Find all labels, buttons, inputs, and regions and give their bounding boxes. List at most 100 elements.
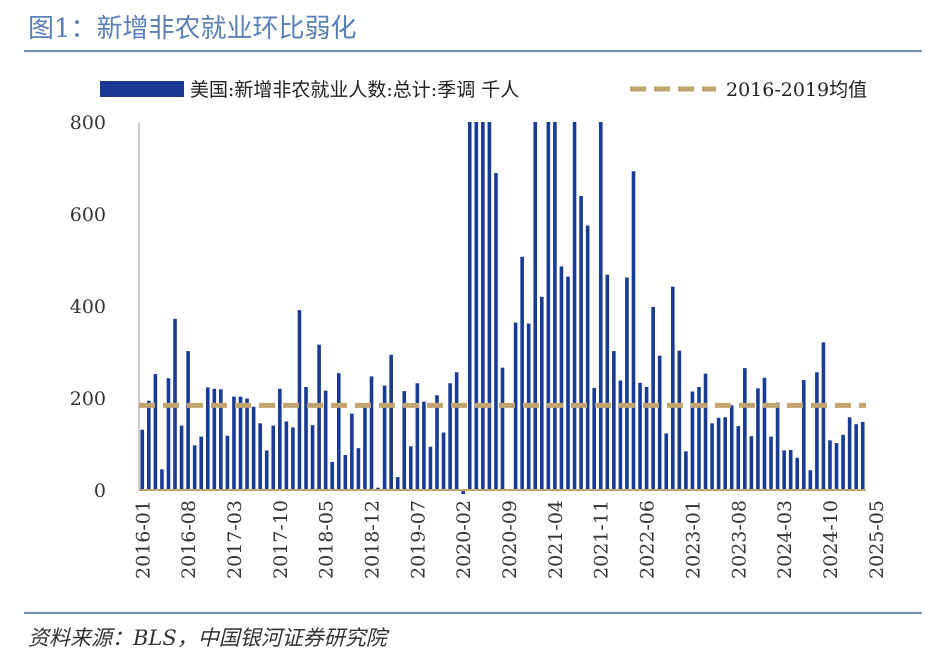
bar (539, 296, 544, 490)
bar (350, 413, 354, 490)
bar (677, 350, 682, 490)
bar (147, 400, 151, 490)
y-tick-labels: 0 200 400 600 800 (70, 112, 106, 502)
x-tick-label: 2020-02 (453, 500, 475, 579)
x-tick-label: 2021-04 (545, 500, 567, 579)
bar (467, 122, 472, 490)
bars (140, 122, 865, 495)
bar (395, 477, 400, 490)
x-tick-label: 2022-06 (637, 500, 659, 579)
bar (684, 451, 688, 490)
bar (376, 487, 380, 490)
bar (369, 376, 374, 490)
top-rule (24, 50, 922, 52)
bar (258, 423, 262, 490)
bottom-rule (24, 612, 922, 614)
x-tick-labels: 2016-01 2016-08 2017-03 2017-10 2018-05 2018-… (132, 500, 888, 579)
x-tick-label: 2017-10 (270, 500, 292, 579)
bar (585, 225, 590, 490)
bar (225, 435, 230, 490)
bar (441, 432, 446, 490)
bar (428, 446, 433, 490)
bar (487, 122, 492, 490)
bar (736, 426, 741, 490)
bar (140, 429, 145, 490)
bar (821, 342, 826, 490)
legend-bar-label: 美国:新增非农就业人数:总计:季调 千人 (190, 79, 519, 101)
bar (245, 398, 249, 490)
x-tick-label: 2017-03 (224, 500, 246, 579)
bar (278, 388, 282, 490)
bar (461, 490, 466, 495)
x-tick-label: 2018-05 (316, 500, 338, 579)
legend-bar-swatch (100, 81, 184, 97)
bar (323, 390, 328, 490)
x-tick-label: 2016-08 (178, 500, 200, 579)
bar (297, 310, 302, 490)
x-tick-label: 2024-10 (820, 500, 842, 579)
x-tick-label: 2025-05 (866, 500, 888, 579)
bar (533, 122, 538, 490)
bar (598, 122, 603, 490)
bar (186, 351, 190, 490)
y-tick-label: 200 (70, 388, 106, 410)
bar (343, 455, 348, 490)
x-tick-label: 2021-11 (591, 500, 613, 579)
bar (500, 367, 505, 490)
source-note: 资料来源：BLS，中国银河证券研究院 (28, 626, 387, 650)
bar (494, 173, 498, 490)
bar (264, 450, 269, 490)
bar (219, 389, 223, 490)
bar (454, 372, 459, 490)
x-tick-label: 2023-01 (682, 500, 704, 579)
bar (749, 436, 754, 490)
bar (356, 448, 361, 490)
bar (782, 450, 786, 490)
bar (336, 373, 341, 490)
bar (291, 427, 295, 490)
bar (808, 470, 813, 490)
bar (644, 386, 649, 490)
bar (232, 396, 236, 490)
bar (520, 256, 524, 490)
bar (192, 445, 197, 490)
bar (657, 355, 662, 490)
x-tick-label: 2016-01 (132, 500, 154, 579)
legend: 美国:新增非农就业人数:总计:季调 千人 2016-2019均值 (100, 79, 867, 101)
bar (605, 274, 610, 490)
bar (481, 122, 485, 490)
bar (769, 436, 773, 490)
x-tick-label: 2019-07 (407, 500, 429, 579)
bar (179, 425, 184, 490)
bar (546, 122, 551, 490)
bar (415, 383, 420, 490)
bar (199, 436, 204, 490)
bar (860, 421, 865, 490)
bar (422, 401, 426, 490)
bar (625, 277, 629, 490)
bar (651, 306, 655, 490)
bar (402, 391, 407, 490)
bar (841, 434, 845, 490)
x-tick-label: 2018-12 (362, 500, 384, 579)
legend-line-label: 2016-2019均值 (726, 79, 867, 101)
y-tick-label: 800 (70, 112, 106, 134)
bar (690, 391, 695, 490)
bar (592, 387, 596, 490)
bar (566, 276, 570, 490)
figure-title: 图1：新增非农就业环比弱化 (28, 14, 357, 44)
bar (251, 406, 256, 490)
bar (435, 395, 439, 490)
bar (572, 122, 577, 490)
x-tick-label: 2023-08 (728, 500, 750, 579)
bar (775, 402, 780, 490)
bar (153, 374, 158, 490)
bar (409, 446, 413, 490)
bar (448, 383, 452, 490)
bar (166, 378, 171, 490)
bar (271, 425, 276, 490)
bar (382, 385, 387, 490)
bar (579, 196, 583, 490)
y-tick-label: 400 (70, 296, 106, 318)
bar (828, 440, 832, 490)
